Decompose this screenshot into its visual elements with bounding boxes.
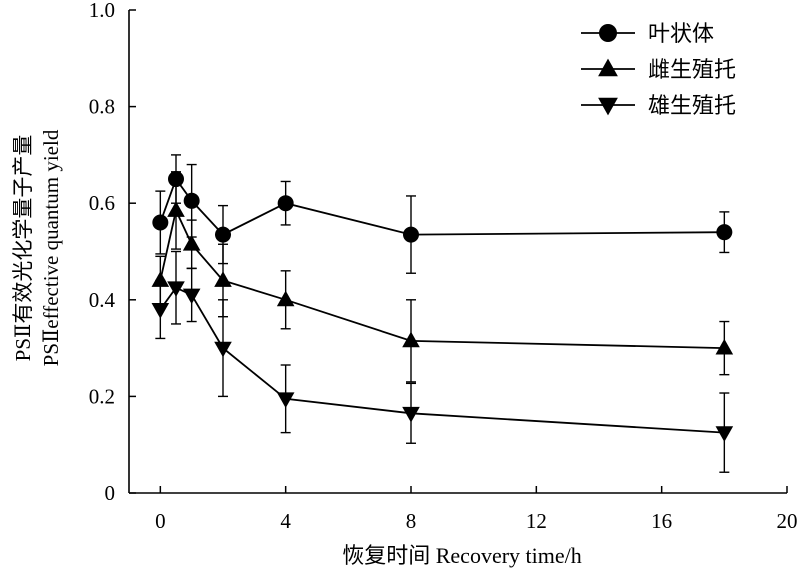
data-point xyxy=(152,214,169,231)
data-point xyxy=(715,426,734,442)
legend-marker xyxy=(598,58,618,77)
series-layer xyxy=(151,154,734,473)
series-line xyxy=(159,207,725,349)
data-point xyxy=(214,341,232,358)
data-point xyxy=(276,290,295,307)
data-point xyxy=(215,226,231,243)
data-point xyxy=(182,288,201,305)
data-point xyxy=(715,338,734,355)
ticks: 0 0.2 0.4 0.6 0.8 1.0 0 4 8 12 16 20 xyxy=(89,0,798,533)
data-point xyxy=(167,281,185,297)
y-tick-label: 0.4 xyxy=(89,288,116,312)
series-1 xyxy=(152,154,733,274)
data-point xyxy=(276,392,295,409)
x-tick-label: 20 xyxy=(777,509,798,533)
x-axis-label: 恢复时间 Recovery time/h xyxy=(342,543,582,568)
legend-entry-3: 雄生殖托 xyxy=(581,93,736,118)
y-tick-label: 1.0 xyxy=(89,0,115,22)
legend-label: 雌生殖托 xyxy=(648,57,736,82)
legend-marker xyxy=(599,24,617,42)
data-point xyxy=(403,226,419,243)
y-axis-label-en: PSⅡeffective quantum yield xyxy=(39,129,63,366)
x-tick-label: 16 xyxy=(651,509,672,533)
data-point xyxy=(402,331,420,348)
y-tick-label: 0.8 xyxy=(89,95,115,119)
data-point xyxy=(183,192,200,209)
y-axis-label-cn: PSⅡ有效光化学量子产量 xyxy=(11,135,35,362)
series-3 xyxy=(151,250,734,473)
legend-label: 雄生殖托 xyxy=(648,93,736,118)
data-point xyxy=(277,195,294,212)
data-point xyxy=(214,271,232,287)
x-tick-label: 0 xyxy=(155,509,166,533)
y-tick-label: 0 xyxy=(105,481,116,505)
axes xyxy=(128,10,787,494)
legend-label: 叶状体 xyxy=(648,21,714,46)
x-tick-label: 12 xyxy=(526,509,547,533)
y-tick-label: 0.6 xyxy=(89,191,115,215)
series-line xyxy=(159,177,725,236)
x-tick-label: 8 xyxy=(406,509,417,533)
data-point xyxy=(716,224,733,241)
series-line xyxy=(159,286,725,434)
data-point xyxy=(402,406,420,423)
data-point xyxy=(151,303,170,319)
series-2 xyxy=(151,171,734,383)
x-tick-label: 4 xyxy=(280,509,291,533)
data-point xyxy=(151,271,170,287)
legend-entry-2: 雌生殖托 xyxy=(581,57,736,82)
legend-entry-1: 叶状体 xyxy=(581,21,714,46)
data-point xyxy=(167,201,185,217)
legend-marker xyxy=(598,97,618,116)
y-tick-label: 0.2 xyxy=(89,384,115,408)
data-point xyxy=(182,235,201,251)
